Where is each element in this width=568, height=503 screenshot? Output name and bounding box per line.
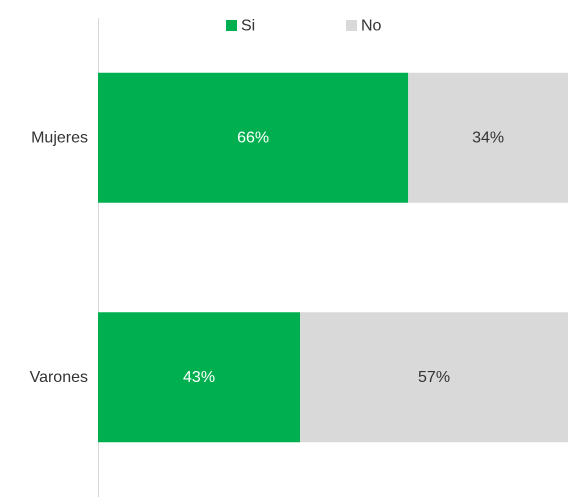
- category-label-varones: Varones: [30, 369, 88, 386]
- data-label-mujeres-no: 34%: [472, 129, 504, 146]
- legend-label-no: No: [361, 18, 382, 35]
- bar-mujeres-si: [98, 72, 409, 203]
- legend: Si No: [226, 18, 382, 35]
- data-label-mujeres-si: 66%: [237, 129, 269, 146]
- bar-varones-no: [300, 312, 568, 443]
- bar-varones-si: [98, 312, 301, 443]
- data-labels: 66% 34% 43% 57%: [183, 129, 504, 386]
- data-label-varones-no: 57%: [418, 369, 450, 386]
- data-label-varones-si: 43%: [183, 369, 215, 386]
- category-label-mujeres: Mujeres: [31, 129, 88, 146]
- legend-swatch-no: [346, 20, 357, 31]
- bars: [98, 72, 568, 443]
- legend-label-si: Si: [241, 18, 255, 35]
- legend-swatch-si: [226, 20, 237, 31]
- bar-mujeres-no: [408, 72, 568, 203]
- category-tick-labels: Mujeres Varones: [30, 129, 88, 386]
